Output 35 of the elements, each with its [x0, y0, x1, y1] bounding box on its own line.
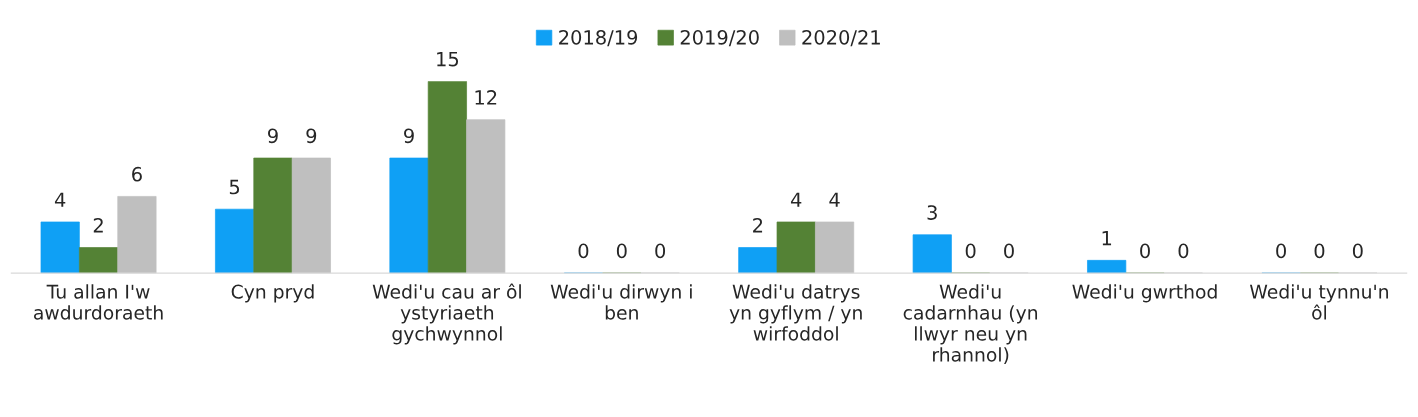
data-label: 0 — [616, 243, 627, 259]
x-tick-label: Cyn pryd — [231, 284, 314, 303]
data-label: 2 — [753, 217, 763, 233]
x-tick-label: Tu allan I'w awdurdoraeth — [34, 284, 163, 320]
data-label: 0 — [1352, 243, 1363, 259]
x-tick-label: Wedi'u dirwyn i ben — [550, 284, 692, 320]
data-label: 2 — [93, 217, 103, 233]
data-label: 9 — [306, 128, 317, 144]
legend-label: 2019/20 — [680, 29, 759, 47]
data-label: 4 — [54, 192, 66, 207]
legend-label: 2020/21 — [802, 29, 880, 47]
data-label: 0 — [655, 243, 666, 259]
data-label: 0 — [1178, 243, 1189, 259]
x-tick-label: Wedi'u cau ar ôl ystyriaeth gychwynnol — [372, 283, 521, 345]
data-label: 1 — [1102, 231, 1112, 246]
legend-label: 2018/19 — [559, 29, 638, 47]
x-tick-label: Wedi'u gwrthod — [1072, 284, 1217, 303]
x-tick-label: Wedi'u tynnu'n ôl — [1249, 284, 1388, 320]
data-label: 15 — [437, 51, 459, 67]
data-label: 0 — [1314, 243, 1325, 259]
data-label: 0 — [578, 243, 589, 259]
data-label: 12 — [475, 90, 497, 105]
data-label: 0 — [1276, 243, 1286, 259]
data-label: 4 — [790, 192, 802, 207]
data-label: 5 — [229, 179, 240, 195]
data-label: 9 — [404, 128, 414, 144]
data-label: 0 — [1140, 243, 1150, 259]
data-label: 0 — [1004, 243, 1014, 259]
x-tick-label: Wedi'u cadarnhau (yn llwyr neu yn rhannol) — [903, 284, 1038, 364]
data-label: 6 — [132, 166, 142, 182]
data-label: 0 — [965, 243, 976, 259]
data-label: 4 — [829, 192, 840, 207]
data-label: 9 — [268, 128, 278, 144]
data-label: 3 — [927, 205, 937, 220]
x-tick-label: Wedi'u datrys yn gyflym / yn wirfoddol — [729, 284, 862, 341]
